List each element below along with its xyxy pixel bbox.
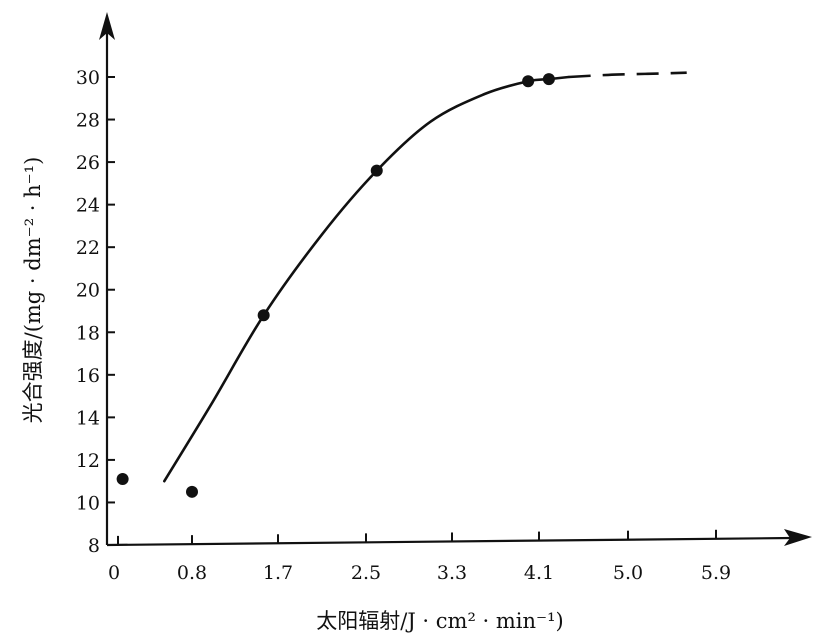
y-tick-label: 18 xyxy=(76,322,100,344)
y-axis-arrow xyxy=(99,12,115,40)
x-tick-label: 0.8 xyxy=(177,562,207,584)
y-tick-label: 10 xyxy=(76,492,100,514)
x-ticks: 0 0.8 1.7 2.5 3.3 4.1 5.0 5.9 xyxy=(108,529,731,584)
x-tick-label: 2.5 xyxy=(351,562,381,584)
fit-curve-solid xyxy=(163,75,570,483)
y-tick-label: 28 xyxy=(76,110,100,132)
data-point xyxy=(116,473,129,486)
data-point xyxy=(522,75,535,88)
y-tick-label: 30 xyxy=(76,67,100,89)
y-tick-label: 8 xyxy=(88,535,100,557)
x-tick-label: 0 xyxy=(108,562,120,584)
data-point xyxy=(542,73,555,86)
x-axis-arrow xyxy=(784,529,812,546)
y-tick-label: 20 xyxy=(76,280,100,302)
x-tick-label: 1.7 xyxy=(263,562,293,584)
x-axis-line xyxy=(106,536,793,547)
data-point xyxy=(186,485,198,498)
axes xyxy=(99,12,812,547)
y-axis-title: 光合强度/(mg · dm⁻² · h⁻¹) xyxy=(21,157,45,424)
y-tick-label: 26 xyxy=(76,152,100,174)
x-tick-label: 5.9 xyxy=(701,562,731,584)
data-point xyxy=(370,164,383,177)
x-tick-label: 5.0 xyxy=(613,562,643,584)
fit-curve-dashed xyxy=(568,71,687,79)
data-points xyxy=(116,73,555,498)
y-tick-label: 24 xyxy=(76,195,100,217)
y-tick-label: 16 xyxy=(76,365,100,387)
y-tick-label: 12 xyxy=(76,450,100,472)
y-tick-label: 14 xyxy=(76,407,100,429)
x-tick-label: 4.1 xyxy=(524,562,554,584)
x-tick-label: 3.3 xyxy=(437,562,467,584)
x-axis-title: 太阳辐射/J · cm² · min⁻¹) xyxy=(316,609,564,633)
fit-curves xyxy=(163,71,687,483)
y-tick-label: 22 xyxy=(76,237,100,259)
y-ticks: 8 10 12 14 16 18 20 22 24 26 28 30 xyxy=(76,67,115,557)
data-point xyxy=(257,309,270,322)
